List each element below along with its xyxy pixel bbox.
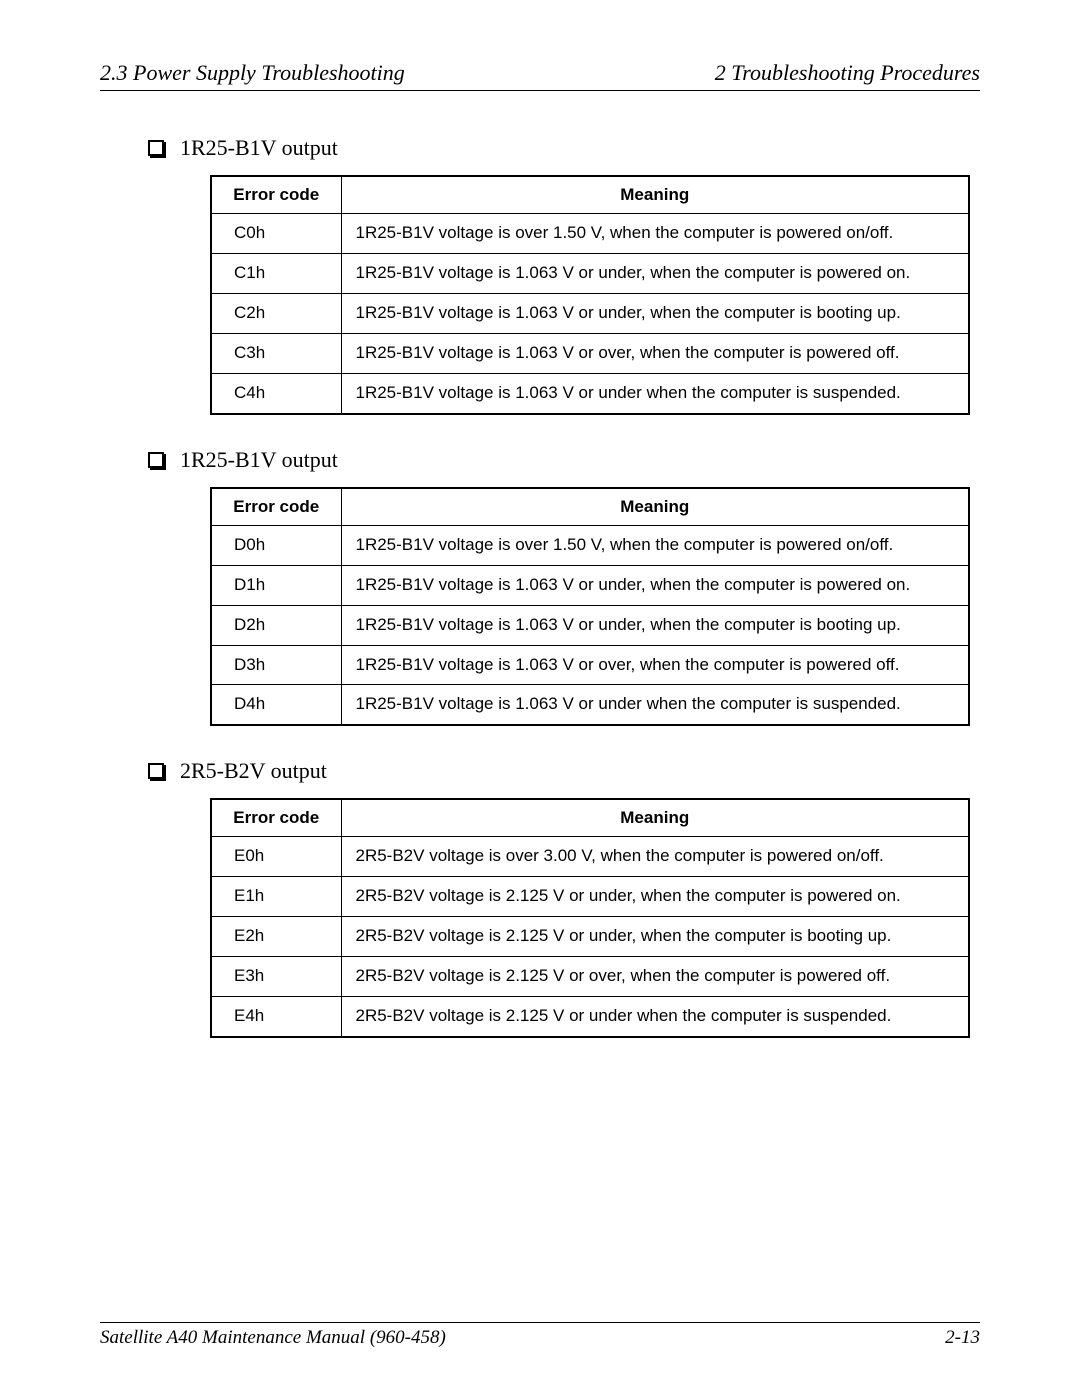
cell-meaning: 1R25-B1V voltage is 1.063 V or over, whe… bbox=[341, 645, 969, 685]
table-row: E0h2R5-B2V voltage is over 3.00 V, when … bbox=[211, 837, 969, 877]
header-left: 2.3 Power Supply Troubleshooting bbox=[100, 60, 405, 86]
section-title-row: 1R25-B1V output bbox=[148, 135, 980, 161]
col-header-meaning: Meaning bbox=[341, 176, 969, 214]
cell-meaning: 1R25-B1V voltage is 1.063 V or under, wh… bbox=[341, 253, 969, 293]
error-code-table: Error codeMeaningE0h2R5-B2V voltage is o… bbox=[210, 798, 970, 1038]
output-section: 1R25-B1V outputError codeMeaningC0h1R25-… bbox=[100, 135, 980, 415]
col-header-meaning: Meaning bbox=[341, 799, 969, 837]
section-title-row: 1R25-B1V output bbox=[148, 447, 980, 473]
cell-meaning: 2R5-B2V voltage is over 3.00 V, when the… bbox=[341, 837, 969, 877]
table-row: C1h1R25-B1V voltage is 1.063 V or under,… bbox=[211, 253, 969, 293]
cell-error-code: D0h bbox=[211, 525, 341, 565]
cell-error-code: C2h bbox=[211, 293, 341, 333]
table-row: C0h1R25-B1V voltage is over 1.50 V, when… bbox=[211, 214, 969, 254]
table-row: C4h1R25-B1V voltage is 1.063 V or under … bbox=[211, 373, 969, 413]
checkbox-icon bbox=[148, 140, 164, 156]
cell-error-code: E2h bbox=[211, 917, 341, 957]
cell-meaning: 1R25-B1V voltage is 1.063 V or under, wh… bbox=[341, 565, 969, 605]
table-row: E3h2R5-B2V voltage is 2.125 V or over, w… bbox=[211, 957, 969, 997]
cell-meaning: 2R5-B2V voltage is 2.125 V or under, whe… bbox=[341, 877, 969, 917]
cell-error-code: D2h bbox=[211, 605, 341, 645]
cell-error-code: E4h bbox=[211, 997, 341, 1037]
table-row: D3h1R25-B1V voltage is 1.063 V or over, … bbox=[211, 645, 969, 685]
output-section: 2R5-B2V outputError codeMeaningE0h2R5-B2… bbox=[100, 758, 980, 1038]
cell-meaning: 1R25-B1V voltage is 1.063 V or under whe… bbox=[341, 373, 969, 413]
error-code-table: Error codeMeaningD0h1R25-B1V voltage is … bbox=[210, 487, 970, 727]
section-title: 1R25-B1V output bbox=[180, 135, 338, 161]
cell-error-code: C1h bbox=[211, 253, 341, 293]
checkbox-icon bbox=[148, 763, 164, 779]
section-title: 1R25-B1V output bbox=[180, 447, 338, 473]
cell-meaning: 1R25-B1V voltage is 1.063 V or under whe… bbox=[341, 685, 969, 725]
cell-error-code: C3h bbox=[211, 333, 341, 373]
table-row: C3h1R25-B1V voltage is 1.063 V or over, … bbox=[211, 333, 969, 373]
cell-error-code: D4h bbox=[211, 685, 341, 725]
col-header-error-code: Error code bbox=[211, 176, 341, 214]
cell-error-code: D3h bbox=[211, 645, 341, 685]
table-row: D0h1R25-B1V voltage is over 1.50 V, when… bbox=[211, 525, 969, 565]
cell-meaning: 2R5-B2V voltage is 2.125 V or over, when… bbox=[341, 957, 969, 997]
cell-meaning: 2R5-B2V voltage is 2.125 V or under, whe… bbox=[341, 917, 969, 957]
cell-error-code: E3h bbox=[211, 957, 341, 997]
cell-error-code: C4h bbox=[211, 373, 341, 413]
cell-meaning: 1R25-B1V voltage is over 1.50 V, when th… bbox=[341, 525, 969, 565]
cell-meaning: 1R25-B1V voltage is 1.063 V or under, wh… bbox=[341, 293, 969, 333]
table-row: E2h2R5-B2V voltage is 2.125 V or under, … bbox=[211, 917, 969, 957]
table-header-row: Error codeMeaning bbox=[211, 799, 969, 837]
table-row: C2h1R25-B1V voltage is 1.063 V or under,… bbox=[211, 293, 969, 333]
page-header: 2.3 Power Supply Troubleshooting 2 Troub… bbox=[100, 60, 980, 91]
table-header-row: Error codeMeaning bbox=[211, 176, 969, 214]
table-row: E1h2R5-B2V voltage is 2.125 V or under, … bbox=[211, 877, 969, 917]
table-row: D4h1R25-B1V voltage is 1.063 V or under … bbox=[211, 685, 969, 725]
cell-meaning: 1R25-B1V voltage is 1.063 V or over, whe… bbox=[341, 333, 969, 373]
table-header-row: Error codeMeaning bbox=[211, 488, 969, 526]
cell-meaning: 1R25-B1V voltage is over 1.50 V, when th… bbox=[341, 214, 969, 254]
cell-error-code: C0h bbox=[211, 214, 341, 254]
cell-error-code: D1h bbox=[211, 565, 341, 605]
error-code-table: Error codeMeaningC0h1R25-B1V voltage is … bbox=[210, 175, 970, 415]
footer-left: Satellite A40 Maintenance Manual (960-45… bbox=[100, 1327, 446, 1349]
table-row: E4h2R5-B2V voltage is 2.125 V or under w… bbox=[211, 997, 969, 1037]
cell-meaning: 2R5-B2V voltage is 2.125 V or under when… bbox=[341, 997, 969, 1037]
table-row: D1h1R25-B1V voltage is 1.063 V or under,… bbox=[211, 565, 969, 605]
table-row: D2h1R25-B1V voltage is 1.063 V or under,… bbox=[211, 605, 969, 645]
section-title-row: 2R5-B2V output bbox=[148, 758, 980, 784]
col-header-error-code: Error code bbox=[211, 799, 341, 837]
footer-right: 2-13 bbox=[945, 1327, 980, 1349]
cell-meaning: 1R25-B1V voltage is 1.063 V or under, wh… bbox=[341, 605, 969, 645]
col-header-error-code: Error code bbox=[211, 488, 341, 526]
page-footer: Satellite A40 Maintenance Manual (960-45… bbox=[100, 1322, 980, 1349]
section-title: 2R5-B2V output bbox=[180, 758, 327, 784]
output-section: 1R25-B1V outputError codeMeaningD0h1R25-… bbox=[100, 447, 980, 727]
cell-error-code: E1h bbox=[211, 877, 341, 917]
checkbox-icon bbox=[148, 452, 164, 468]
col-header-meaning: Meaning bbox=[341, 488, 969, 526]
header-right: 2 Troubleshooting Procedures bbox=[715, 60, 980, 86]
cell-error-code: E0h bbox=[211, 837, 341, 877]
